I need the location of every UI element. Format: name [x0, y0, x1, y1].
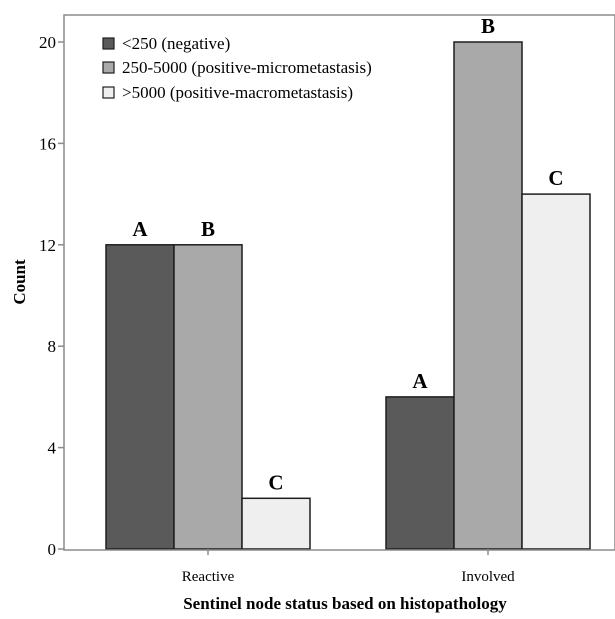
- y-tick-label: 12: [39, 236, 56, 255]
- x-category-label: Involved: [461, 569, 515, 585]
- bar-reactive-series-2: [173, 244, 243, 550]
- bar-letter-label: A: [412, 369, 428, 393]
- legend-label: >5000 (positive-macrometastasis): [122, 83, 353, 102]
- legend-swatch: [102, 61, 115, 74]
- bar-reactive-series-3: [241, 497, 311, 550]
- plot-frame: [63, 14, 615, 551]
- bar-letter-label: B: [481, 14, 495, 38]
- legend-label: 250-5000 (positive-micrometastasis): [122, 58, 372, 77]
- bar-letter-label: A: [132, 217, 148, 241]
- legend-swatch: [102, 86, 115, 99]
- bar-involved-series-2: [453, 41, 523, 550]
- x-axis-categories: Reactive Involved: [182, 549, 515, 585]
- x-category-label: Reactive: [182, 569, 235, 585]
- y-axis-ticks: 0 4 8 12 16 20: [39, 33, 64, 559]
- bar-letter-label: C: [548, 166, 563, 190]
- y-tick-label: 0: [48, 540, 57, 559]
- x-axis-title: Sentinel node status based on histopatho…: [183, 594, 507, 613]
- legend-label: <250 (negative): [122, 34, 230, 53]
- y-tick-label: 8: [48, 337, 57, 356]
- legend: <250 (negative) 250-5000 (positive-microm…: [102, 34, 372, 102]
- bar-reactive-series-1: [105, 244, 175, 550]
- bar-involved-series-1: [385, 396, 455, 550]
- bar-involved-series-3: [521, 193, 591, 550]
- bars: [105, 41, 591, 550]
- legend-swatch: [102, 37, 115, 50]
- bar-letter-label: B: [201, 217, 215, 241]
- bar-letter-label: C: [268, 470, 283, 494]
- y-axis-title: Count: [10, 259, 29, 305]
- y-tick-label: 20: [39, 33, 56, 52]
- bar-labels: A B C A B C: [132, 14, 563, 494]
- y-tick-label: 16: [39, 134, 56, 153]
- y-tick-label: 4: [48, 439, 57, 458]
